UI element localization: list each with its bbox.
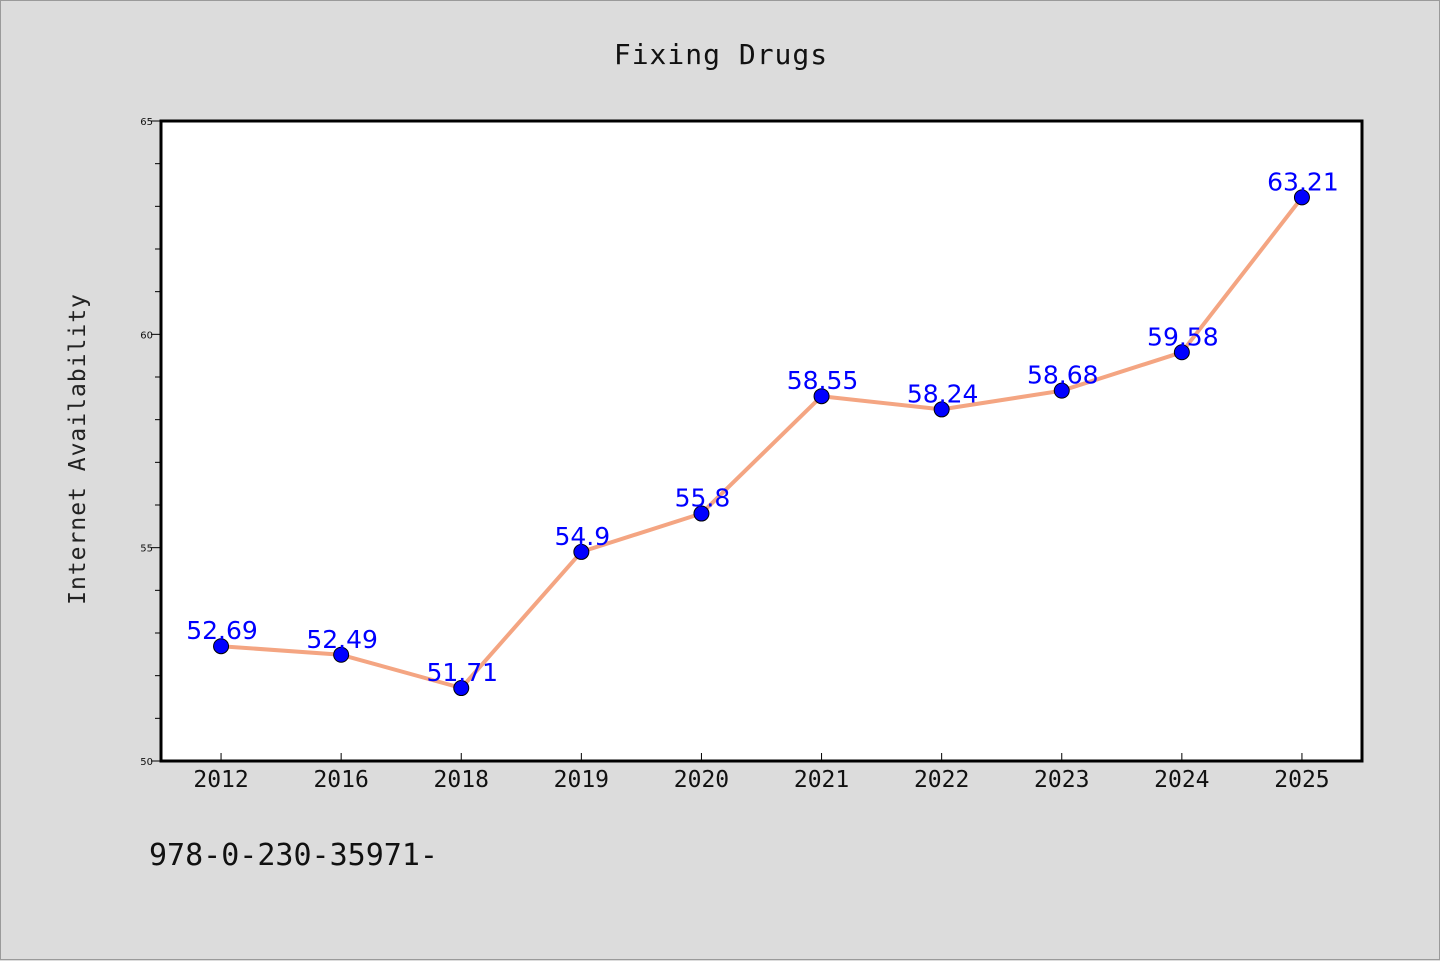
data-labels: 52.69 52.49 51.71 54.9 55.8 58.55 58.24 58.68 59…: [186, 167, 1338, 687]
data-markers: [213, 189, 1310, 697]
x-tick-label: 2022: [914, 767, 969, 793]
data-point-marker: [573, 543, 590, 560]
isbn-footer-text: 978-0-230-35971-: [149, 838, 438, 873]
plot-area: [161, 121, 1362, 761]
x-tick-label: 2020: [674, 767, 729, 793]
x-tick-label: 2018: [434, 767, 489, 793]
x-tick-label: 2016: [313, 767, 368, 793]
series-line-group: [219, 195, 1304, 690]
series-line: [219, 195, 1304, 690]
data-value-label: 58.55: [787, 366, 859, 395]
data-point-marker: [1053, 382, 1070, 399]
y-axis-label: Internet Availability: [65, 293, 91, 605]
data-point-marker: [333, 646, 350, 663]
data-point-marker: [933, 401, 950, 418]
data-value-label: 59.58: [1147, 322, 1219, 351]
data-point-marker: [1293, 189, 1310, 206]
plot-frame: [159, 119, 1364, 763]
data-point-marker: [1173, 344, 1190, 361]
data-value-label: 58.68: [1027, 361, 1099, 390]
x-tick-label: 2021: [794, 767, 849, 793]
data-value-label: 52.69: [186, 616, 258, 645]
data-value-label: 55.8: [675, 484, 731, 513]
x-tick-label: 2024: [1154, 767, 1209, 793]
x-tick-label: 2019: [554, 767, 609, 793]
data-value-label: 52.49: [306, 625, 378, 654]
data-value-label: 58.24: [907, 379, 979, 408]
data-value-label: 54.9: [555, 522, 611, 551]
y-tick-label: 50: [140, 757, 153, 768]
x-tick-label: 2012: [193, 767, 248, 793]
data-point-marker: [813, 388, 830, 405]
x-tick-label: 2025: [1274, 767, 1329, 793]
data-point-marker: [693, 505, 710, 522]
data-point-marker: [213, 638, 230, 655]
chart-title: Fixing Drugs: [614, 38, 828, 71]
y-axis-ticks: 50 55 60 65: [140, 117, 161, 768]
x-tick-label: 2023: [1034, 767, 1089, 793]
y-tick-label: 60: [140, 330, 153, 341]
x-axis-ticks: 2012 2016 2018 2019 2020 2021 2022 2023 2024 2025: [193, 753, 1330, 793]
data-value-label: 51.71: [426, 658, 498, 687]
y-tick-label: 55: [140, 544, 153, 555]
data-value-label: 63.21: [1267, 167, 1339, 196]
data-point-marker: [453, 680, 470, 697]
y-tick-label: 65: [140, 117, 153, 128]
